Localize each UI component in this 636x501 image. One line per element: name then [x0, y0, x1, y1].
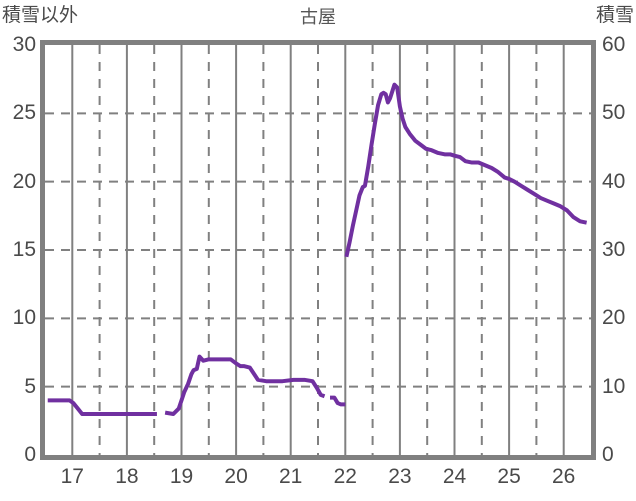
left-axis-title: 積雪以外 — [2, 5, 79, 26]
y-axis-right-tick: 50 — [602, 101, 626, 125]
data-line-non-snow — [330, 395, 346, 407]
y-axis-left-tick: 5 — [24, 374, 36, 398]
x-axis-tick: 24 — [442, 465, 467, 488]
y-axis-left-tick: 20 — [12, 169, 36, 193]
y-axis-right-tick: 0 — [602, 443, 614, 466]
data-line-non-snow — [164, 354, 326, 416]
y-axis-right-tick: 10 — [602, 374, 626, 398]
right-axis-title: 積雪 — [595, 5, 634, 26]
x-axis-tick: 25 — [497, 465, 521, 488]
y-axis-left-tick: 30 — [12, 33, 36, 56]
x-axis-tick: 22 — [333, 465, 357, 488]
y-axis-right-tick: 60 — [602, 33, 626, 56]
y-axis-left-tick: 10 — [12, 306, 36, 330]
x-axis-tick: 20 — [224, 465, 248, 488]
data-line-non-snow — [47, 398, 157, 416]
y-axis-right-tick: 30 — [602, 238, 626, 261]
x-axis-tick: 18 — [115, 465, 139, 488]
chart-title: 古屋 — [300, 7, 336, 27]
y-axis-left-tick: 0 — [24, 443, 36, 466]
data-line-snow — [344, 82, 588, 258]
chart-plot — [45, 45, 591, 455]
y-axis-left-tick: 15 — [12, 238, 36, 261]
x-axis-tick: 21 — [279, 465, 303, 488]
y-axis-right-tick: 40 — [602, 169, 626, 193]
y-axis-left-tick: 25 — [12, 101, 36, 125]
x-axis-tick: 26 — [552, 465, 576, 488]
x-axis-tick: 19 — [169, 465, 194, 488]
x-axis-tick: 23 — [388, 465, 412, 488]
y-axis-right-tick: 20 — [602, 306, 626, 330]
x-axis-tick: 17 — [60, 465, 84, 488]
